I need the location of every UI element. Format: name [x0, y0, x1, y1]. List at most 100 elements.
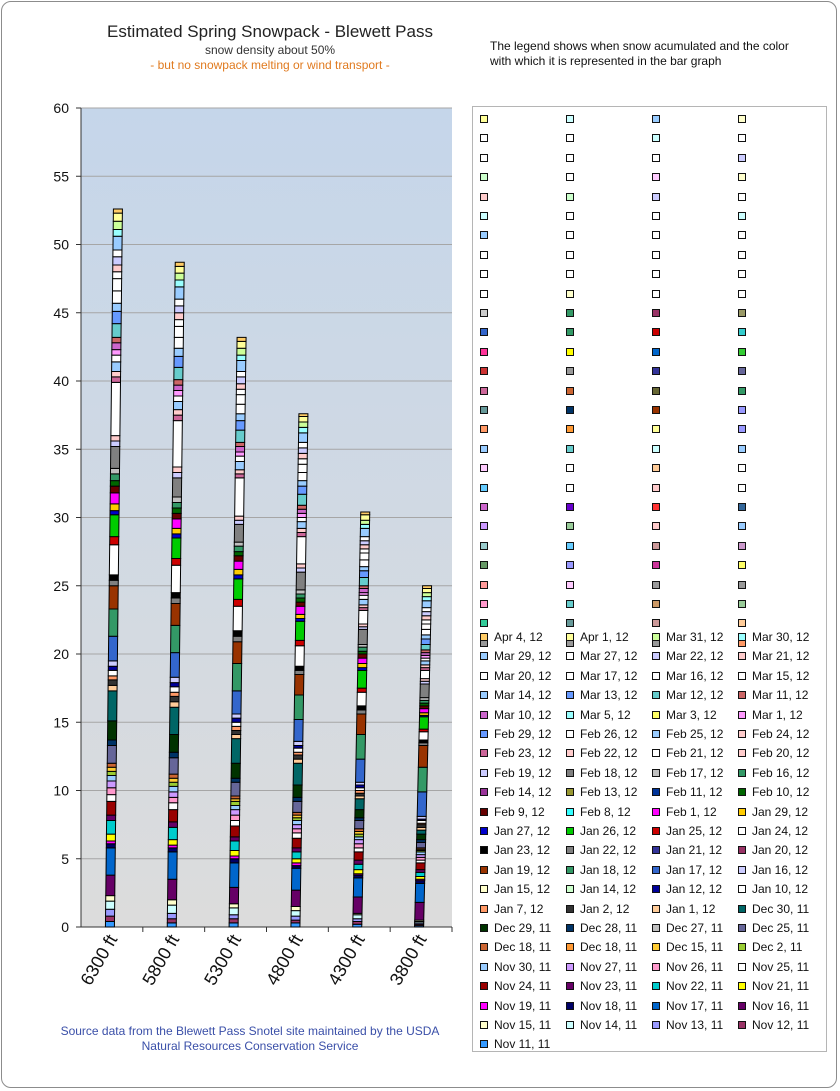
bar-segment: [352, 877, 364, 898]
bar-segment: [291, 847, 302, 853]
bar-segment: [296, 508, 307, 514]
bar-segment: [295, 571, 306, 591]
bar-segment: [168, 796, 179, 804]
bar-segment: [421, 607, 432, 613]
bar-segment: [105, 833, 116, 842]
legend-label: Nov 30, 11: [494, 959, 552, 974]
bar-segment: [297, 432, 309, 443]
bar-segment: [173, 325, 184, 338]
bar-segment: [230, 809, 241, 816]
bar-segment: [171, 496, 182, 503]
bar-segment: [292, 820, 303, 826]
bar-segment: [421, 611, 432, 617]
legend-color-swatch: [738, 904, 746, 913]
bar-segment: [168, 757, 179, 775]
bar-segment: [108, 544, 120, 576]
bar-segment: [293, 694, 305, 721]
bar-segment: [230, 777, 241, 783]
bar-segment: [419, 669, 431, 680]
legend-swatch: [566, 192, 574, 201]
bar-segment: [106, 794, 117, 802]
bar-segment: [290, 915, 301, 921]
bar-segment: [108, 579, 119, 587]
bar-segment: [230, 800, 241, 807]
bar-segment: [353, 851, 364, 861]
legend-label: Feb 20, 12: [752, 746, 810, 761]
legend-color-swatch: [738, 788, 746, 797]
bar-segment: [106, 774, 117, 782]
bar-segment: [294, 639, 305, 647]
legend-swatch: [566, 173, 574, 182]
legend-swatch: [480, 250, 488, 259]
bar-segment: [230, 814, 241, 822]
legend-label: Jan 15, 12: [494, 882, 551, 897]
bar-segment: [109, 480, 120, 487]
bar-segment: [294, 665, 305, 671]
legend-swatch: [566, 328, 574, 337]
legend-swatch: [738, 561, 746, 570]
legend-color-swatch: [652, 1021, 660, 1029]
bar-segment: [295, 613, 306, 620]
legend-label: Jan 22, 12: [580, 843, 637, 858]
legend-label: Mar 13, 12: [580, 688, 638, 703]
bar-segment: [233, 541, 244, 547]
legend-swatch: [652, 503, 660, 511]
bar-segment: [296, 532, 307, 538]
bar-segment: [106, 770, 117, 776]
legend-color-swatch: [738, 671, 746, 680]
bar-segment: [171, 501, 182, 509]
legend-swatch: [738, 464, 746, 473]
legend-swatch: [480, 561, 488, 570]
legend-color-swatch: [652, 807, 660, 816]
legend-swatch: [738, 309, 746, 317]
legend-color-swatch: [480, 1021, 488, 1029]
bar-segment: [420, 628, 432, 636]
bar-segment: [297, 441, 308, 449]
legend-swatch: [566, 425, 574, 434]
legend-swatch: [652, 309, 660, 317]
bar-segment: [168, 809, 179, 823]
legend-color-swatch: [566, 652, 574, 661]
legend-label: Apr 4, 12: [494, 630, 543, 644]
legend-swatch: [480, 347, 488, 356]
bar-segment: [229, 825, 240, 838]
legend-color-swatch: [566, 982, 574, 991]
bar-segment: [109, 514, 120, 538]
legend-swatch: [652, 134, 660, 143]
bar-segment: [229, 840, 240, 852]
bar-segment: [293, 740, 304, 746]
bar-segment: [105, 843, 116, 849]
bar-segment: [354, 798, 365, 811]
bar-segment: [235, 429, 246, 443]
bar-segment: [419, 683, 430, 699]
bar-segment: [233, 551, 244, 557]
bar-segment: [291, 837, 302, 849]
bar-segment: [358, 577, 369, 587]
legend-color-swatch: [566, 943, 574, 952]
bar-segment: [106, 739, 118, 746]
bar-segment: [167, 839, 178, 846]
bar-segment: [111, 336, 122, 344]
legend-swatch: [480, 483, 488, 492]
bar-segment: [356, 709, 367, 715]
bar-segment: [294, 669, 305, 675]
x-tick-label: 3800 ft: [386, 931, 431, 989]
y-tick-label: 25: [53, 578, 69, 594]
bar-segment: [290, 906, 301, 912]
legend-swatch: [566, 386, 574, 395]
legend-label: Jan 14, 12: [580, 882, 637, 897]
bar-segment: [294, 673, 305, 696]
legend-label: Nov 23, 11: [580, 979, 638, 994]
bar-segment: [360, 514, 371, 521]
bar-segment: [169, 706, 180, 736]
bar-segment: [167, 821, 179, 828]
legend-swatch: [480, 522, 488, 531]
legend-swatch: [652, 600, 660, 608]
legend-color-swatch: [480, 671, 488, 680]
bar-segment: [167, 899, 178, 906]
bar-segment: [414, 901, 425, 921]
legend-swatch: [480, 289, 488, 298]
legend-label: Jan 26, 12: [580, 824, 637, 838]
bar-segment: [173, 366, 184, 381]
legend-color-swatch: [480, 865, 488, 874]
